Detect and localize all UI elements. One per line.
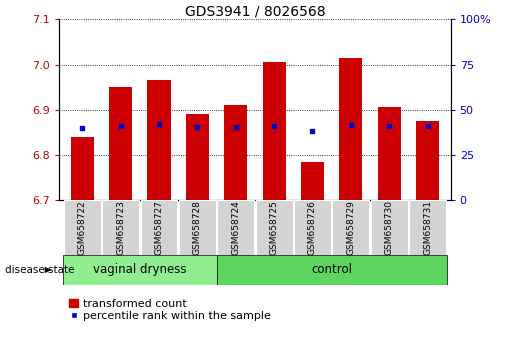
Bar [71, 137, 94, 200]
Bar [141, 200, 177, 255]
Bar [179, 200, 216, 255]
Bar [301, 162, 324, 200]
Bar [409, 200, 446, 255]
Text: GSM658726: GSM658726 [308, 200, 317, 255]
Bar [109, 87, 132, 200]
Bar [64, 200, 100, 255]
Bar [339, 58, 363, 200]
Text: disease state: disease state [5, 265, 75, 275]
Legend: transformed count, percentile rank within the sample: transformed count, percentile rank withi… [65, 294, 275, 325]
Bar [216, 255, 447, 285]
Bar [224, 105, 247, 200]
Text: GSM658725: GSM658725 [270, 200, 279, 255]
Bar [377, 108, 401, 200]
Text: GSM658729: GSM658729 [347, 200, 355, 255]
Text: GSM658722: GSM658722 [78, 200, 87, 255]
Bar [147, 80, 170, 200]
Bar [416, 121, 439, 200]
Bar [63, 255, 216, 285]
Text: GSM658727: GSM658727 [154, 200, 163, 255]
Bar [294, 200, 331, 255]
Bar [333, 200, 369, 255]
Text: GSM658728: GSM658728 [193, 200, 202, 255]
Text: vaginal dryness: vaginal dryness [93, 263, 186, 276]
Bar [371, 200, 408, 255]
Bar [186, 114, 209, 200]
Text: GSM658731: GSM658731 [423, 200, 432, 255]
Text: control: control [311, 263, 352, 276]
Bar [217, 200, 254, 255]
Bar [255, 200, 293, 255]
Title: GDS3941 / 8026568: GDS3941 / 8026568 [184, 4, 325, 18]
Text: GSM658723: GSM658723 [116, 200, 125, 255]
Text: GSM658724: GSM658724 [231, 200, 240, 255]
Bar [263, 62, 286, 200]
Text: GSM658730: GSM658730 [385, 200, 394, 255]
Bar [102, 200, 139, 255]
